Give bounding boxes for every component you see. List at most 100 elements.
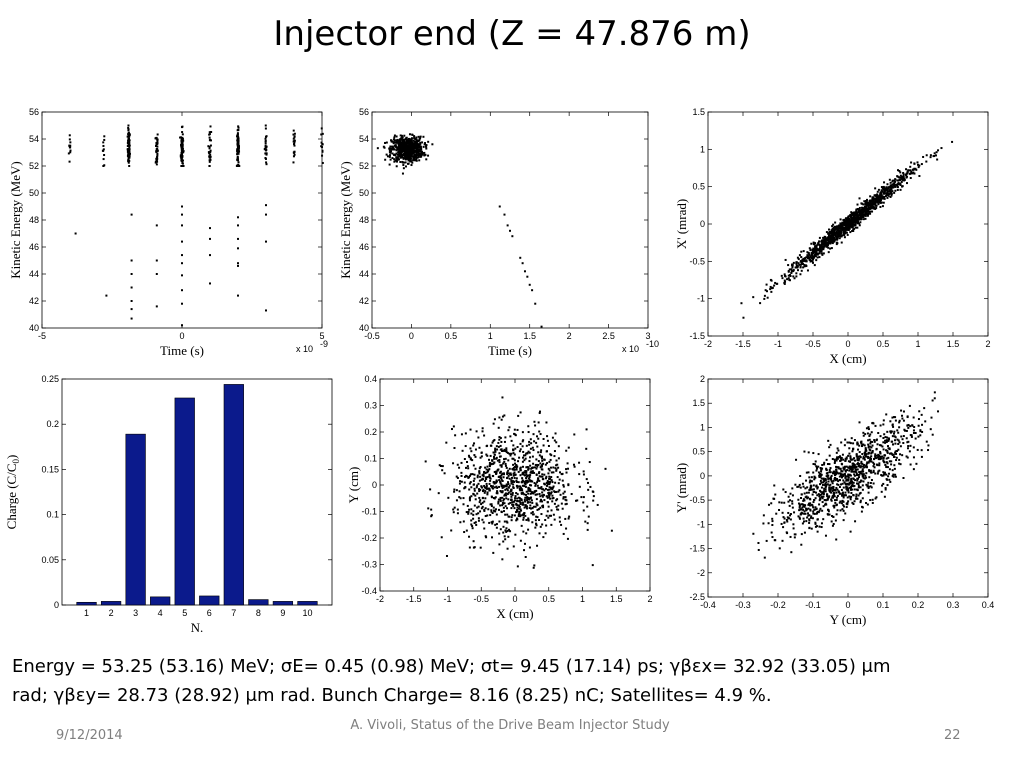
data-point bbox=[568, 515, 571, 518]
y-tick-label: 54 bbox=[29, 134, 39, 144]
data-point bbox=[533, 471, 536, 474]
data-point bbox=[879, 458, 882, 461]
data-point bbox=[473, 489, 476, 492]
data-point bbox=[524, 505, 527, 508]
data-point bbox=[512, 474, 515, 477]
y-tick-label: -1.5 bbox=[689, 544, 705, 554]
data-point bbox=[778, 501, 781, 504]
data-point bbox=[842, 458, 845, 461]
data-point bbox=[527, 497, 530, 500]
data-point bbox=[180, 140, 183, 143]
data-point bbox=[838, 485, 841, 488]
data-point bbox=[875, 206, 878, 209]
data-point bbox=[847, 222, 850, 225]
data-point bbox=[819, 247, 822, 250]
data-point bbox=[465, 511, 468, 514]
data-point bbox=[835, 491, 838, 494]
data-point bbox=[843, 473, 846, 476]
data-point bbox=[818, 236, 821, 239]
data-point bbox=[564, 517, 567, 520]
data-point bbox=[536, 508, 539, 511]
data-point bbox=[265, 204, 267, 207]
data-point bbox=[479, 499, 482, 502]
data-point bbox=[815, 249, 818, 252]
data-point bbox=[402, 156, 405, 159]
data-point bbox=[507, 491, 510, 494]
data-point bbox=[524, 485, 527, 488]
data-point bbox=[846, 496, 849, 499]
data-point bbox=[413, 153, 416, 156]
data-point bbox=[839, 218, 842, 221]
data-point bbox=[464, 432, 467, 435]
data-point bbox=[801, 512, 804, 515]
data-point bbox=[822, 248, 825, 251]
data-point bbox=[892, 453, 895, 456]
data-point bbox=[858, 222, 861, 225]
y-tick-label: 0.25 bbox=[41, 374, 59, 384]
data-point bbox=[767, 522, 770, 525]
data-point bbox=[488, 489, 491, 492]
data-point bbox=[830, 247, 833, 250]
data-point bbox=[412, 155, 415, 158]
data-point bbox=[891, 180, 894, 183]
data-point bbox=[237, 139, 240, 142]
data-point bbox=[126, 135, 129, 138]
data-point bbox=[845, 465, 848, 468]
data-point bbox=[518, 496, 521, 499]
data-point bbox=[893, 184, 896, 187]
data-point bbox=[399, 160, 402, 163]
data-point bbox=[409, 143, 412, 146]
data-point bbox=[820, 473, 823, 476]
data-point bbox=[181, 165, 184, 167]
data-point bbox=[517, 515, 520, 518]
data-point bbox=[833, 461, 836, 464]
data-point bbox=[481, 474, 484, 477]
data-point bbox=[517, 414, 520, 417]
data-point bbox=[182, 150, 185, 153]
data-point bbox=[852, 216, 855, 219]
data-point bbox=[880, 457, 883, 460]
data-point bbox=[870, 478, 873, 481]
data-point bbox=[859, 501, 862, 504]
data-point bbox=[518, 456, 521, 459]
data-point bbox=[935, 151, 938, 154]
data-point bbox=[483, 508, 486, 511]
data-point bbox=[805, 471, 808, 474]
data-point bbox=[856, 220, 859, 223]
data-point bbox=[417, 153, 420, 156]
data-point bbox=[860, 214, 863, 217]
data-point bbox=[858, 457, 861, 460]
data-point bbox=[522, 492, 525, 495]
data-point bbox=[531, 470, 534, 473]
data-point bbox=[506, 521, 509, 524]
data-point bbox=[858, 224, 861, 227]
data-point bbox=[541, 464, 544, 467]
data-point bbox=[405, 147, 408, 150]
data-point bbox=[519, 515, 522, 518]
data-point bbox=[476, 484, 479, 487]
data-point bbox=[504, 529, 507, 532]
data-point bbox=[488, 475, 491, 478]
data-point bbox=[237, 146, 240, 149]
data-point bbox=[907, 445, 910, 448]
data-point bbox=[770, 287, 773, 290]
data-point bbox=[506, 507, 509, 510]
data-point bbox=[236, 158, 239, 161]
data-point bbox=[419, 153, 422, 156]
data-point bbox=[818, 509, 821, 512]
data-point bbox=[209, 254, 211, 257]
data-point bbox=[876, 197, 879, 200]
data-point bbox=[871, 498, 874, 501]
data-point bbox=[885, 461, 888, 464]
data-point bbox=[522, 530, 525, 533]
data-point bbox=[853, 484, 856, 487]
data-point bbox=[503, 485, 506, 488]
data-point bbox=[847, 466, 850, 469]
data-point bbox=[155, 148, 158, 151]
data-point bbox=[479, 475, 482, 478]
data-point bbox=[798, 504, 801, 507]
data-point bbox=[833, 233, 836, 236]
data-point bbox=[488, 482, 491, 485]
data-point bbox=[841, 470, 844, 473]
data-point bbox=[484, 476, 487, 479]
